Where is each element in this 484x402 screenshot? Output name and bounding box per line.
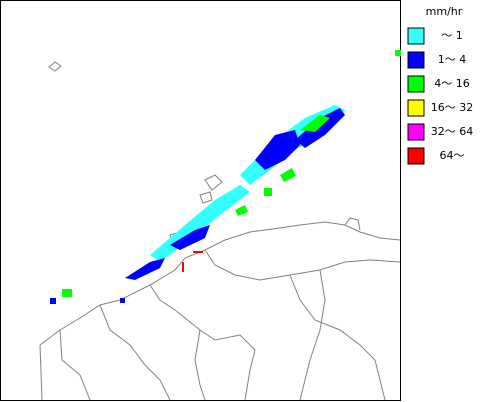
legend-swatch: [407, 147, 425, 165]
map-frame: [0, 0, 401, 401]
legend-swatch: [407, 75, 425, 93]
legend-swatch: [407, 123, 425, 141]
legend-label: 4～ 16: [434, 77, 470, 90]
legend-label: 16～ 32: [431, 101, 474, 114]
legend-title: mm/hr: [426, 5, 463, 18]
coastlines: [39, 61, 401, 401]
legend-label: 32～ 64: [431, 125, 474, 138]
radar-map: [0, 0, 401, 401]
legend: mm/hr ～ 1 1～ 4 4～ 16 16～ 32 32～ 64 64～: [407, 5, 474, 165]
radar-echoes: [50, 50, 401, 304]
legend-label: ～ 1: [441, 29, 463, 42]
legend-swatch: [407, 27, 425, 45]
legend-swatch: [407, 51, 425, 69]
legend-label: 1～ 4: [438, 53, 467, 66]
legend-label: 64～: [440, 149, 465, 162]
legend-swatch: [407, 99, 425, 117]
